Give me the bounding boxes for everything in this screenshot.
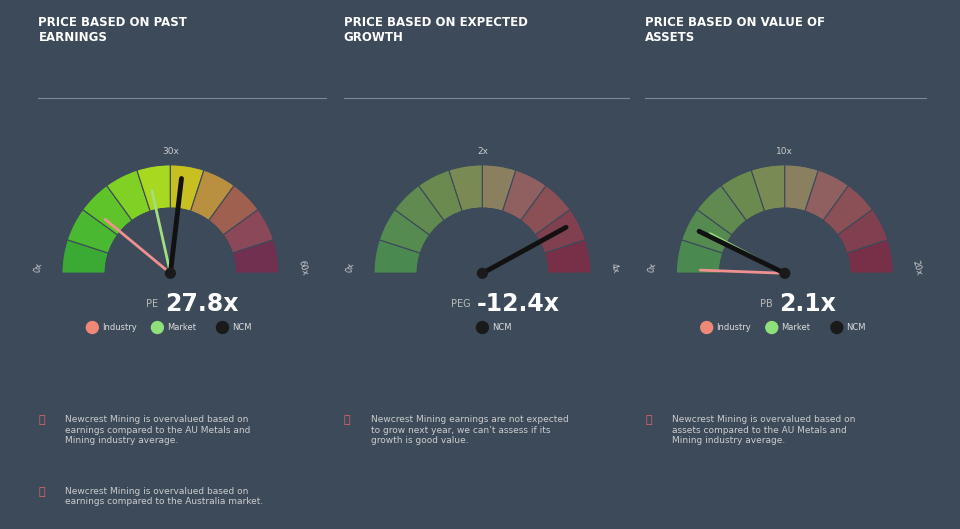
Circle shape [86,322,98,333]
Text: 10x: 10x [777,148,793,157]
Text: 20x: 20x [911,259,924,277]
Wedge shape [374,240,420,273]
Wedge shape [752,165,784,212]
Circle shape [831,322,843,333]
Bar [18,273,323,344]
Bar [330,273,635,344]
Wedge shape [677,240,723,273]
Text: PRICE BASED ON VALUE OF
ASSETS: PRICE BASED ON VALUE OF ASSETS [645,16,826,44]
Circle shape [477,268,488,278]
Text: Industry: Industry [102,323,137,332]
Text: Ⓧ: Ⓧ [38,415,45,425]
Text: Market: Market [781,323,810,332]
Text: 4x: 4x [609,262,620,274]
Wedge shape [62,240,108,273]
Wedge shape [223,209,274,253]
Wedge shape [823,186,873,235]
Wedge shape [171,165,204,212]
Text: PRICE BASED ON PAST
EARNINGS: PRICE BASED ON PAST EARNINGS [38,16,187,44]
Wedge shape [107,170,151,221]
Circle shape [418,208,547,339]
Text: PRICE BASED ON EXPECTED
GROWTH: PRICE BASED ON EXPECTED GROWTH [344,16,528,44]
Text: NCM: NCM [232,323,252,332]
Text: PB: PB [760,299,776,308]
Circle shape [766,322,778,333]
Circle shape [152,322,163,333]
Text: Newcrest Mining is overvalued based on
earnings compared to the Australia market: Newcrest Mining is overvalued based on e… [65,487,264,506]
Circle shape [780,268,790,278]
Wedge shape [535,209,586,253]
Wedge shape [502,170,546,221]
Wedge shape [544,240,590,273]
Circle shape [106,208,235,339]
Text: Newcrest Mining is overvalued based on
earnings compared to the AU Metals and
Mi: Newcrest Mining is overvalued based on e… [65,415,251,445]
Text: NCM: NCM [847,323,866,332]
Circle shape [701,322,712,333]
Text: 2x: 2x [477,148,488,157]
Wedge shape [379,209,430,253]
Text: Market: Market [167,323,196,332]
Wedge shape [721,170,765,221]
Text: Newcrest Mining earnings are not expected
to grow next year, we can’t assess if : Newcrest Mining earnings are not expecte… [371,415,568,445]
Text: 0x: 0x [33,262,44,274]
Text: 2.1x: 2.1x [780,291,836,316]
Wedge shape [483,165,516,212]
Circle shape [165,268,176,278]
Wedge shape [137,165,171,212]
Text: PEG: PEG [451,299,473,308]
Text: -12.4x: -12.4x [477,291,560,316]
Circle shape [720,208,850,339]
Wedge shape [395,186,444,235]
Wedge shape [190,170,234,221]
Bar [633,273,937,344]
Wedge shape [67,209,118,253]
Wedge shape [449,165,483,212]
Wedge shape [847,240,893,273]
Wedge shape [697,186,747,235]
Text: Newcrest Mining is overvalued based on
assets compared to the AU Metals and
Mini: Newcrest Mining is overvalued based on a… [672,415,855,445]
Text: 60x: 60x [297,259,309,277]
Wedge shape [232,240,278,273]
Wedge shape [682,209,732,253]
Text: NCM: NCM [492,323,512,332]
Text: Ⓧ: Ⓧ [645,415,652,425]
Wedge shape [208,186,258,235]
Text: PE: PE [147,299,161,308]
Text: 0x: 0x [345,262,356,274]
Wedge shape [837,209,888,253]
Text: 0x: 0x [647,262,659,274]
Wedge shape [520,186,570,235]
Wedge shape [784,165,818,212]
Text: Industry: Industry [716,323,752,332]
Wedge shape [419,170,463,221]
Text: Ⓧ: Ⓧ [38,487,45,497]
Text: Ⓧ: Ⓧ [344,415,350,425]
Text: 30x: 30x [162,148,179,157]
Circle shape [476,322,489,333]
Wedge shape [804,170,849,221]
Wedge shape [83,186,132,235]
Text: 27.8x: 27.8x [165,291,238,316]
Circle shape [217,322,228,333]
